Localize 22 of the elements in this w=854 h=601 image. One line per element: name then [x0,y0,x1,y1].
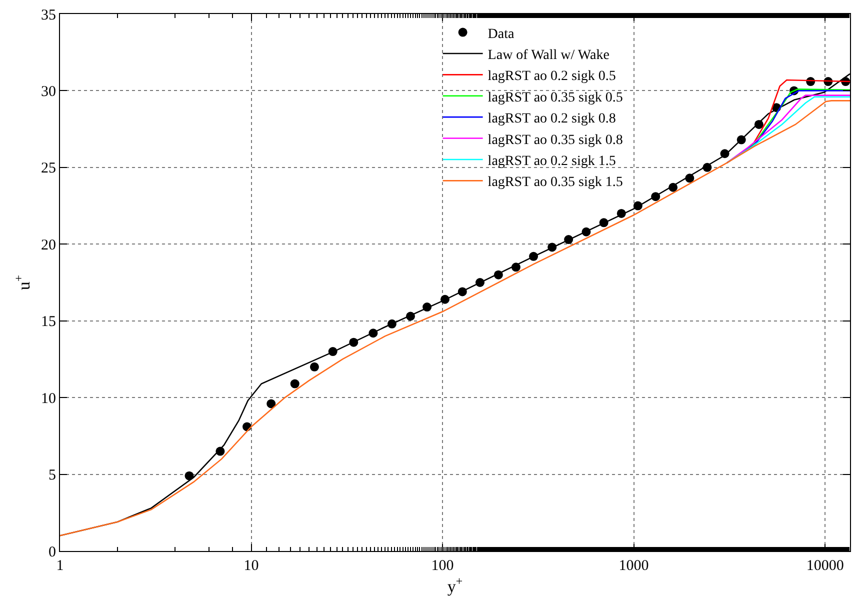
y-tick-label: 30 [41,84,56,100]
legend-label: lagRST ao 0.35 sigk 0.8 [488,132,623,148]
y-tick-label: 25 [41,160,56,177]
legend-label: lagRST ao 0.2 sigk 0.5 [488,69,616,84]
legend-label: lagRST ao 0.35 sigk 0.5 [488,90,623,106]
x-tick-label: 100 [431,558,454,574]
y-tick-label: 10 [41,390,56,407]
legend-label: lagRST ao 0.2 sigk 1.5 [488,154,616,169]
x-tick-label: 1000 [618,558,649,574]
legend-label: Data [488,26,516,42]
y-tick-label: 20 [41,237,56,254]
legend-label: Law of Wall w/ Wake [488,48,610,63]
y-tick-label: 15 [41,314,56,330]
x-tick-label: 10000 [806,558,844,574]
legend-label: lagRST ao 0.2 sigk 0.8 [488,112,616,127]
x-axis-title: y$^{+}$ [447,574,463,596]
x-tick-label: 10 [244,558,259,574]
y-tick-label: 35 [41,7,56,24]
x-tick-label: 1 [56,558,64,574]
y-tick-label: 5 [48,468,56,484]
legend-label: lagRST ao 0.35 sigk 1.5 [488,175,623,190]
y-tick-label: 0 [48,544,56,560]
